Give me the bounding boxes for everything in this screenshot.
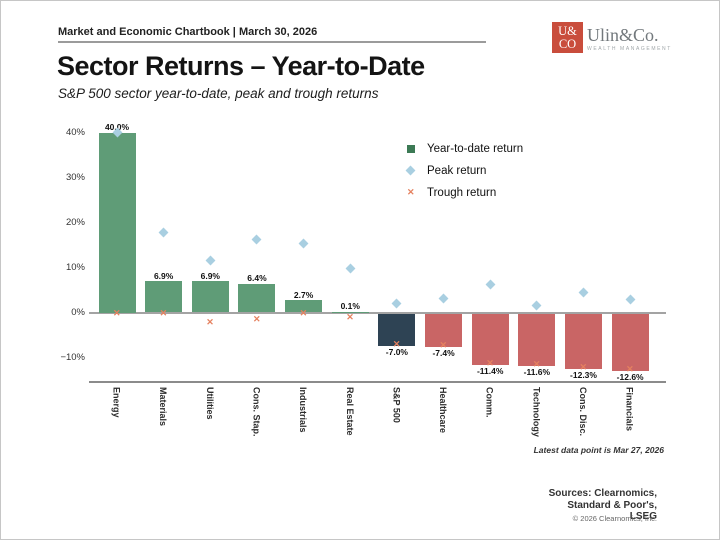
bar-materials bbox=[145, 281, 183, 313]
chart-legend: Year-to-date return Peak return ✕ Trough… bbox=[405, 142, 523, 199]
x-axis-line bbox=[89, 381, 666, 383]
bar-energy bbox=[98, 132, 136, 313]
x-label-real-estate: Real Estate bbox=[344, 387, 355, 436]
bar-value-technology: -11.6% bbox=[523, 367, 551, 378]
y-tick-0: 0% bbox=[71, 306, 85, 318]
trough-marker-energy: ✕ bbox=[113, 307, 121, 318]
trough-marker-materials: ✕ bbox=[159, 307, 168, 318]
x-label-cons-disc: Cons. Disc. bbox=[578, 387, 588, 437]
trough-marker-technology: ✕ bbox=[532, 359, 541, 370]
peak-marker-cons-disc bbox=[578, 287, 589, 298]
x-label-financials: Financials bbox=[624, 387, 635, 432]
trough-marker-utilities: ✕ bbox=[206, 317, 214, 328]
bar-value-real-estate: 0.1% bbox=[340, 301, 360, 312]
latest-data-footnote: Latest data point is Mar 27, 2026 bbox=[533, 445, 664, 455]
y-tick-30: 30% bbox=[65, 171, 85, 183]
bar-real-estate bbox=[331, 311, 369, 313]
company-logo: U& CO Ulin&Co. WEALTH MANAGEMENT bbox=[552, 22, 672, 53]
peak-marker-cons-stap bbox=[251, 234, 262, 245]
trough-marker-real-estate: ✕ bbox=[346, 311, 354, 322]
bar-financials bbox=[611, 314, 649, 371]
y-tick-20: 20% bbox=[65, 216, 85, 228]
x-label-technology: Technology bbox=[531, 387, 542, 437]
peak-marker-comm bbox=[485, 279, 496, 290]
peak-marker-technology bbox=[531, 300, 542, 311]
legend-item-ytd: Year-to-date return bbox=[407, 142, 523, 155]
peak-marker-financials bbox=[625, 294, 636, 305]
bar-healthcare bbox=[425, 314, 463, 348]
trough-marker-industrials: ✕ bbox=[299, 308, 308, 319]
x-label-energy: Energy bbox=[111, 387, 122, 418]
legend-item-peak: Peak return bbox=[405, 164, 523, 177]
ytd-square-icon bbox=[407, 144, 415, 153]
x-label-utilities: Utilities bbox=[204, 387, 215, 420]
trough-marker-financials: ✕ bbox=[626, 363, 634, 374]
peak-marker-industrials bbox=[298, 238, 309, 249]
bar-value-energy: 40.0% bbox=[95, 122, 139, 132]
bar-value-cons-stap: 6.4% bbox=[247, 273, 267, 284]
trough-marker-cons-disc: ✕ bbox=[579, 362, 588, 373]
peak-marker-healthcare bbox=[438, 293, 449, 304]
bar-industrials bbox=[285, 300, 323, 313]
sources-note: Sources: Clearnomics, Standard & Poor's,… bbox=[548, 488, 657, 522]
trough-marker-comm: ✕ bbox=[486, 358, 494, 369]
bar-value-s-p-500: -7.0% bbox=[385, 346, 408, 357]
trough-marker-healthcare: ✕ bbox=[439, 340, 448, 351]
y-tick--10: −10% bbox=[60, 351, 85, 363]
trough-x-icon: ✕ bbox=[407, 187, 415, 197]
bar-utilities bbox=[191, 281, 229, 313]
bar-value-healthcare: -7.4% bbox=[432, 348, 455, 359]
peak-marker-utilities bbox=[205, 255, 216, 266]
report-kicker: Market and Economic Chartbook | March 30… bbox=[58, 26, 318, 38]
peak-marker-s-p-500 bbox=[391, 298, 402, 309]
trough-marker-cons-stap: ✕ bbox=[252, 313, 261, 324]
zero-baseline bbox=[89, 312, 666, 314]
x-label-industrials: Industrials bbox=[298, 387, 309, 433]
y-tick-10: 10% bbox=[65, 261, 85, 273]
bar-comm bbox=[471, 314, 509, 366]
peak-diamond-icon bbox=[405, 165, 416, 176]
logo-company-name: Ulin&Co. bbox=[587, 25, 659, 45]
bar-value-cons-disc: -12.3% bbox=[570, 370, 597, 381]
peak-marker-real-estate bbox=[345, 263, 356, 274]
logo-monogram-icon: U& CO bbox=[552, 22, 583, 53]
x-label-s-p-500: S&P 500 bbox=[391, 387, 402, 423]
legend-item-trough: ✕ Trough return bbox=[407, 186, 497, 199]
page-title: Sector Returns – Year-to-Date bbox=[57, 51, 425, 81]
peak-marker-materials bbox=[158, 227, 169, 238]
bar-technology bbox=[518, 314, 556, 367]
page-subtitle: S&P 500 sector year-to-date, peak and tr… bbox=[58, 86, 379, 101]
bar-value-utilities: 6.9% bbox=[200, 270, 220, 281]
bar-cons-disc bbox=[565, 314, 602, 370]
header-divider bbox=[58, 41, 486, 43]
x-label-comm: Comm. bbox=[484, 387, 495, 418]
bar-value-industrials: 2.7% bbox=[293, 289, 314, 300]
x-label-cons-stap: Cons. Stap. bbox=[251, 387, 262, 437]
x-label-healthcare: Healthcare bbox=[438, 387, 449, 434]
bar-value-materials: 6.9% bbox=[153, 270, 174, 281]
bar-value-financials: -12.6% bbox=[616, 371, 644, 382]
trough-marker-s-p-500: ✕ bbox=[392, 338, 401, 349]
x-label-materials: Materials bbox=[158, 387, 169, 427]
copyright-note: © 2026 Clearnomics, Inc. bbox=[572, 514, 657, 523]
logo-tagline: WEALTH MANAGEMENT bbox=[587, 46, 672, 52]
bar-cons-stap bbox=[238, 283, 276, 313]
bar-value-comm: -11.4% bbox=[476, 366, 504, 377]
bar-s-p-500 bbox=[378, 314, 416, 346]
y-tick-40: 40% bbox=[65, 126, 85, 138]
